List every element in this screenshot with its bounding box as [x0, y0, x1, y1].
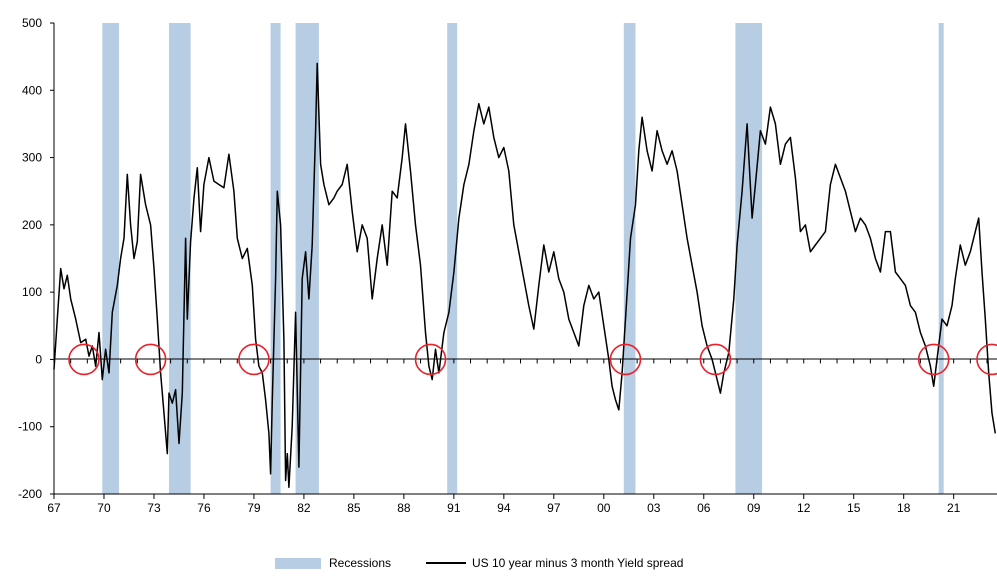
recession-bands	[102, 23, 944, 494]
y-tick-label: 400	[22, 83, 42, 97]
y-tick-label: 100	[22, 285, 42, 299]
recession-band	[295, 23, 319, 494]
x-tick-label: 76	[197, 501, 211, 515]
inversion-circle	[68, 343, 100, 376]
inversion-circle	[976, 343, 997, 376]
x-tick-label: 03	[647, 501, 661, 515]
x-axis-ticks: 67 70 73 76 79 82 85 88 91 94 97 00 03 06 09 12 15 18 21	[47, 359, 988, 515]
recession-band	[102, 23, 119, 494]
legend-yield-spread: US 10 year minus 3 month Yield spread	[426, 556, 683, 570]
x-tick-label: 00	[597, 501, 611, 515]
inversion-circle	[609, 343, 642, 376]
recession-band	[735, 23, 763, 494]
recession-band	[938, 23, 944, 494]
x-tick-label: 73	[147, 501, 161, 515]
y-tick-label: 0	[35, 352, 42, 366]
legend: Recessions US 10 year minus 3 month Yiel…	[0, 556, 997, 574]
x-tick-label: 85	[347, 501, 361, 515]
recession-band	[447, 23, 458, 494]
x-tick-label: 91	[447, 501, 461, 515]
inversion-circle	[699, 343, 732, 376]
x-tick-label: 12	[797, 501, 811, 515]
x-tick-label: 09	[747, 501, 761, 515]
recession-swatch	[275, 557, 321, 569]
legend-recessions: Recessions	[275, 556, 391, 570]
y-tick-label: 300	[22, 151, 42, 165]
inversion-markers	[68, 343, 997, 376]
x-tick-label: 21	[947, 501, 961, 515]
inversion-circle	[134, 343, 167, 376]
inversion-circle	[414, 343, 447, 376]
x-tick-label: 97	[547, 501, 561, 515]
legend-recessions-label: Recessions	[329, 556, 392, 570]
legend-yield-spread-label: US 10 year minus 3 month Yield spread	[472, 556, 684, 570]
y-tick-label: -200	[18, 487, 42, 501]
recession-band	[168, 23, 191, 494]
y-tick-label: 200	[22, 218, 42, 232]
x-tick-label: 88	[397, 501, 411, 515]
y-tick-label: 500	[22, 16, 42, 30]
y-tick-label: -100	[18, 420, 42, 434]
x-tick-label: 06	[697, 501, 711, 515]
x-tick-label: 18	[897, 501, 911, 515]
inversion-circle	[238, 343, 270, 376]
x-tick-label: 70	[97, 501, 111, 515]
x-tick-label: 79	[247, 501, 261, 515]
x-tick-label: 82	[297, 501, 311, 515]
y-axis-ticks: 500 400 300 200 100 0 -100 -200	[18, 16, 54, 501]
inversion-circle	[917, 343, 950, 376]
yield-spread-line	[53, 62, 997, 489]
x-tick-label: 94	[497, 501, 511, 515]
line-swatch	[426, 562, 466, 564]
x-tick-label: 67	[47, 501, 61, 515]
x-tick-label: 15	[847, 501, 861, 515]
